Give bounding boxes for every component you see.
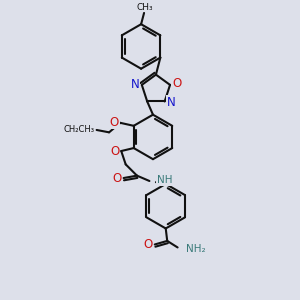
Text: CH₃: CH₃ [136, 2, 153, 11]
Text: CH₂CH₃: CH₂CH₃ [63, 125, 94, 134]
Text: O: O [110, 145, 120, 158]
Text: NH: NH [157, 176, 172, 185]
Text: N: N [131, 78, 140, 92]
Text: O: O [143, 238, 152, 251]
Text: O: O [172, 77, 181, 90]
Text: N: N [167, 96, 176, 109]
Text: NH₂: NH₂ [186, 244, 206, 254]
Text: O: O [110, 116, 119, 129]
Text: O: O [112, 172, 121, 184]
